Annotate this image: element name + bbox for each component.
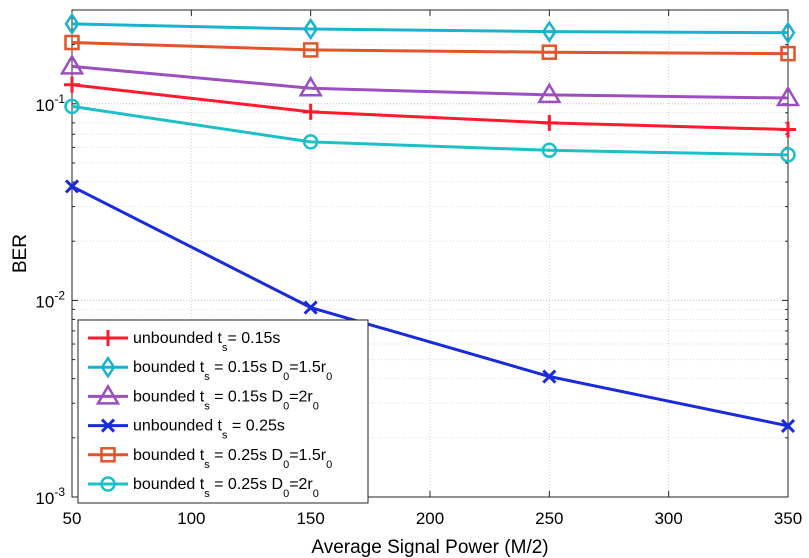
- x-tick-label: 100: [177, 509, 205, 528]
- series-line: [71, 83, 789, 132]
- series-line: [71, 22, 789, 35]
- legend-entry-3: bounded ts = 0.15s D0=2r0: [88, 383, 319, 412]
- y-tick-label: 10-1: [35, 92, 65, 115]
- x-axis-title: Average Signal Power (M/2): [311, 537, 548, 558]
- circle-marker: [64, 98, 80, 115]
- plus-marker: [780, 121, 796, 138]
- legend-square-marker: [100, 447, 116, 463]
- circle-marker: [780, 147, 796, 163]
- series-group: [59, 12, 801, 433]
- plus-marker: [64, 76, 80, 93]
- square-marker: [64, 34, 80, 51]
- series-line: [71, 41, 789, 56]
- x-tick-label: 200: [416, 509, 444, 528]
- legend-entry-4: unbounded ts = 0.25s: [88, 418, 285, 442]
- triangle-marker: [298, 75, 323, 97]
- x-tick-label: 250: [535, 509, 563, 528]
- x-marker: [780, 418, 796, 433]
- triangle-marker: [59, 53, 85, 75]
- x-marker: [542, 369, 557, 384]
- x-marker: [303, 300, 318, 315]
- legend-entry-5: bounded ts = 0.25s D0=1.5r0: [88, 447, 332, 471]
- diamond-marker: [541, 20, 557, 43]
- legend-plus-marker: [100, 330, 116, 346]
- legend: unbounded ts= 0.15s bounded ts = 0.15s D0…: [77, 319, 369, 504]
- legend-label: bounded ts = 0.15s D0=1.5r0: [133, 359, 332, 383]
- y-tick-label: 10-3: [35, 485, 65, 508]
- series-line: [71, 185, 789, 428]
- triangle-marker: [775, 85, 801, 107]
- legend-box: [77, 319, 369, 504]
- legend-label: unbounded ts = 0.25s: [133, 418, 285, 442]
- y-axis-title: BER: [10, 234, 31, 273]
- x-tick-label: 150: [296, 509, 324, 528]
- series-line: [71, 64, 789, 100]
- series-4: [64, 179, 796, 433]
- diamond-marker: [780, 21, 796, 44]
- series-line: [71, 104, 789, 157]
- y-tick-label: 10-2: [35, 288, 65, 311]
- series-2: [64, 12, 796, 44]
- series-3: [59, 53, 801, 107]
- square-marker: [541, 44, 558, 60]
- legend-circle-marker: [100, 476, 116, 492]
- x-tick-label: 300: [654, 509, 682, 528]
- x-marker: [64, 179, 80, 194]
- diamond-marker: [303, 17, 319, 41]
- legend-label: unbounded ts= 0.15s: [133, 330, 280, 354]
- circle-marker: [541, 142, 558, 159]
- diamond-marker: [64, 12, 80, 36]
- grid-lines: [71, 10, 789, 498]
- square-marker: [302, 42, 319, 58]
- series-6: [64, 98, 796, 163]
- x-tick-label: 50: [63, 509, 82, 528]
- legend-entry-1: unbounded ts= 0.15s: [88, 330, 280, 354]
- legend-diamond-marker: [100, 355, 116, 379]
- legend-label: bounded ts = 0.25s D0=2r0: [133, 476, 319, 500]
- legend-triangle-marker: [95, 383, 121, 405]
- series-5: [64, 34, 796, 62]
- square-marker: [780, 45, 796, 62]
- plus-marker: [302, 103, 319, 120]
- triangle-marker: [537, 82, 562, 104]
- series-1: [64, 76, 796, 138]
- plus-marker: [541, 114, 558, 131]
- x-tick-label: 350: [774, 509, 802, 528]
- legend-label: bounded ts = 0.15s D0=2r0: [133, 388, 319, 412]
- legend-entry-6: bounded ts = 0.25s D0=2r0: [88, 476, 319, 500]
- legend-x-marker: [100, 418, 116, 433]
- legend-label: bounded ts = 0.25s D0=1.5r0: [133, 447, 332, 471]
- legend-entry-2: bounded ts = 0.15s D0=1.5r0: [88, 355, 332, 383]
- circle-marker: [302, 134, 319, 150]
